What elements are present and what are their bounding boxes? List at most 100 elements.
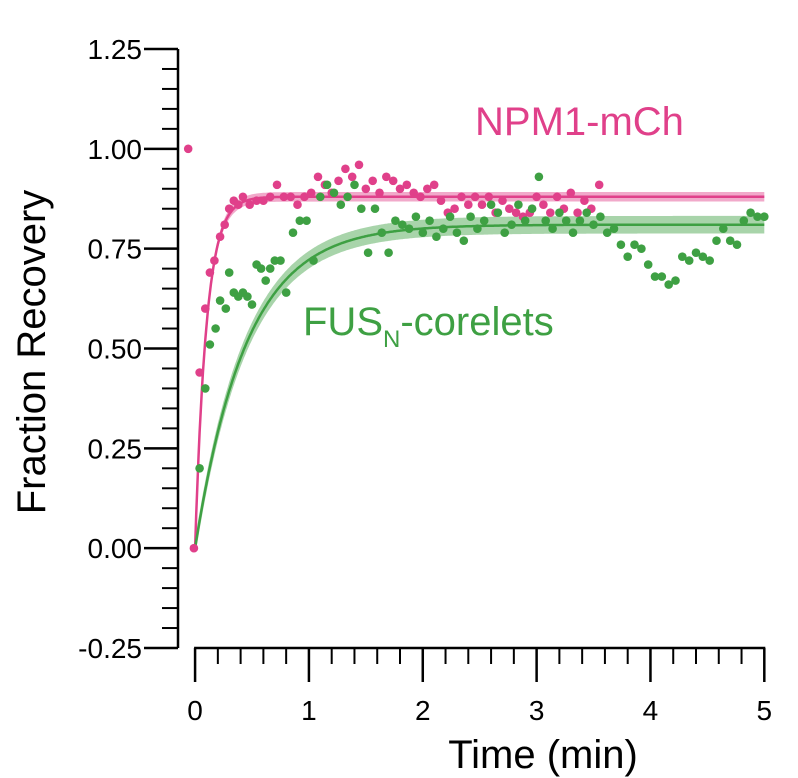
data-point-series-0 [477,200,487,209]
y-axis-title: Fraction Recovery [10,190,54,515]
data-point-series-1 [411,212,421,221]
data-point-series-0 [245,200,254,209]
data-point-series-1 [719,224,728,233]
x-axis-title: Time (min) [448,733,638,777]
data-point-series-0 [409,188,419,198]
data-point-series-1 [548,224,557,233]
data-point-series-1 [276,256,285,265]
data-point-series-1 [650,272,660,281]
data-point-series-0 [539,200,548,209]
y-tick-label: 0.50 [88,334,143,365]
data-point-series-0 [498,196,507,205]
data-point-series-1 [609,224,619,233]
y-tick-label: 0.75 [88,234,143,265]
data-point-series-1 [201,384,210,393]
data-point-series-1 [582,208,591,217]
fit-curves [193,195,765,549]
data-point-series-1 [575,216,585,225]
data-point-series-1 [247,300,257,309]
x-tick-label: 0 [187,695,203,726]
data-point-series-0 [347,172,357,182]
data-point-series-1 [343,192,352,202]
data-point-series-1 [671,276,680,285]
data-point-series-0 [272,180,282,190]
data-point-series-0 [566,188,576,198]
data-point-series-0 [594,180,604,190]
data-point-series-0 [484,192,494,202]
data-point-series-1 [370,204,380,213]
data-point-series-1 [602,228,612,237]
data-point-series-1 [425,216,434,225]
data-point-series-1 [195,464,204,473]
data-point-series-1 [568,228,578,237]
data-point-series-1 [500,228,510,237]
data-point-series-1 [514,200,523,209]
data-point-series-1 [616,240,626,249]
data-point-series-1 [398,220,407,229]
data-point-series-1 [664,280,673,289]
data-point-series-1 [479,216,489,225]
data-point-series-1 [643,260,653,269]
data-point-series-0 [259,196,268,205]
data-point-series-1 [739,216,749,225]
y-tick-label: 1.25 [88,34,143,65]
x-tick-label: 5 [757,695,773,726]
data-point-series-1 [288,228,298,237]
data-point-series-1 [452,228,462,237]
data-points [183,144,769,553]
data-point-series-1 [363,248,373,257]
data-point-series-1 [215,296,225,305]
data-point-series-1 [404,224,414,233]
data-point-series-0 [300,192,309,202]
data-point-series-0 [238,192,248,202]
data-point-series-0 [416,192,425,202]
data-point-series-0 [532,192,541,202]
data-point-series-0 [234,200,243,209]
series-label-name: NPM1-mCh [475,100,684,144]
data-point-series-1 [309,256,318,265]
y-axis-ticks: -0.25 0.00 0.25 0.50 0.75 1.00 1.25 [78,34,178,664]
data-point-series-1 [243,292,252,301]
data-point-series-1 [534,172,544,182]
data-point-series-0 [388,176,398,186]
data-point-series-1 [466,212,475,221]
data-point-series-0 [313,172,323,182]
data-point-series-1 [691,248,701,257]
data-point-series-0 [450,204,459,213]
x-axis-ticks: 0 1 2 3 4 5 [187,648,772,726]
series-label-tail: -corelets [400,300,553,344]
data-point-series-0 [368,176,378,186]
data-point-series-1 [221,304,231,313]
data-point-series-1 [637,244,646,253]
data-point-series-0 [546,208,555,217]
data-point-series-0 [205,268,215,277]
data-point-series-1 [541,216,550,225]
fit-curve-1 [193,223,765,549]
data-point-series-0 [252,196,261,205]
data-point-series-0 [201,304,210,313]
data-point-series-1 [316,192,325,202]
data-point-series-1 [322,180,332,190]
data-point-series-0 [220,220,229,229]
data-point-series-1 [224,268,234,277]
y-tick-label: 1.00 [88,134,143,165]
series-label-name: FUS [303,300,383,344]
data-point-series-0 [429,180,439,190]
data-point-series-1 [329,188,339,198]
x-tick-label: 3 [529,695,545,726]
data-point-series-1 [589,220,598,229]
data-point-series-1 [336,200,346,209]
data-point-series-1 [705,256,714,265]
data-point-series-1 [439,224,448,233]
fit-curve-0 [193,195,765,549]
data-point-series-1 [527,204,537,213]
data-point-series-0 [341,164,350,174]
data-point-series-1 [555,208,564,217]
plot-area [183,144,769,553]
x-tick-label: 2 [415,695,431,726]
data-point-series-0 [354,160,364,170]
data-point-series-0 [334,176,343,186]
data-point-series-1 [753,212,762,221]
data-point-series-1 [493,208,503,217]
data-point-series-1 [459,236,469,245]
